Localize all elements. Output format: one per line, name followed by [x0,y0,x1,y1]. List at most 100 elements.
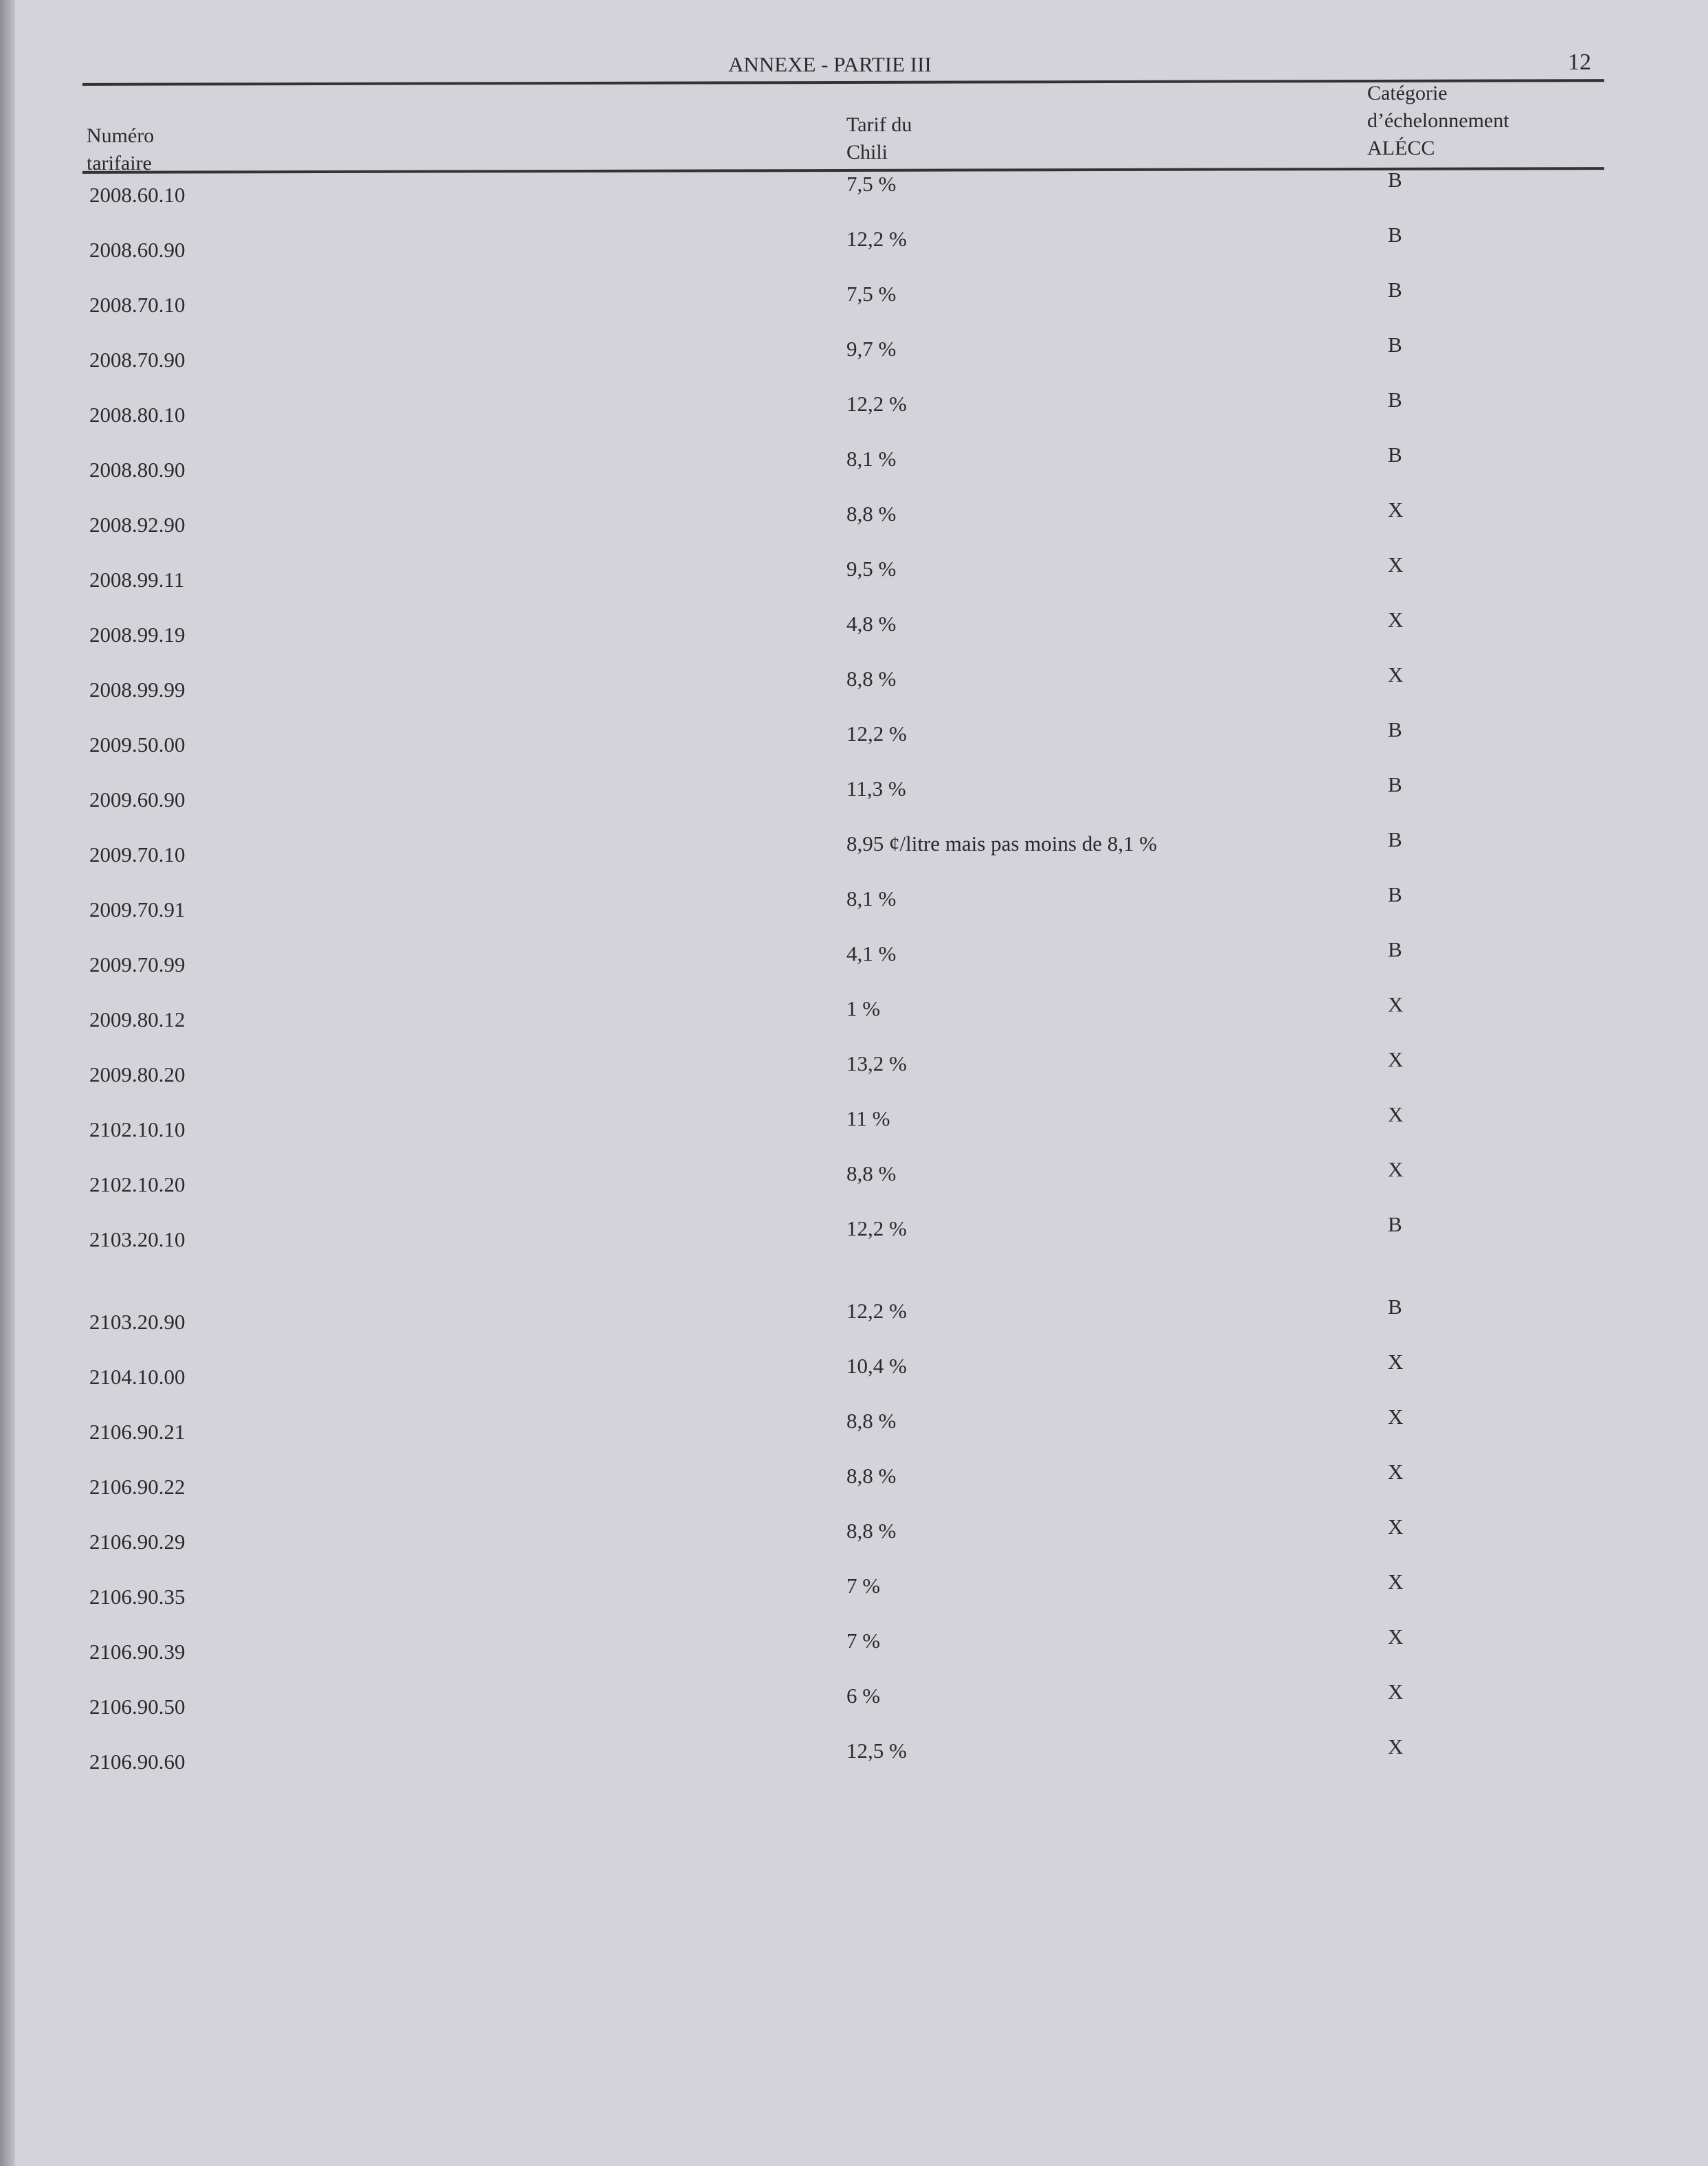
table-header-rule [82,167,1605,174]
staging-category: B [1388,168,1402,192]
table-row: 2009.70.99 4,1 % B [0,937,1708,1003]
table-row: 2009.70.10 8,95 ¢/litre mais pas moins de… [0,827,1708,893]
staging-category: B [1388,827,1402,851]
staging-category: B [1388,772,1402,796]
column-header-category: Catégorie d’échelonnement ALÉCC [1367,80,1509,162]
staging-category: B [1388,223,1402,247]
tariff-number: 2102.10.20 [89,1172,186,1196]
staging-category: X [1388,1102,1404,1126]
staging-category: X [1388,1734,1404,1759]
table-row: 2008.92.90 8,8 % X [0,498,1708,563]
tariff-number: 2008.99.19 [89,623,186,647]
staging-category: X [1388,552,1404,577]
tariff-number: 2103.20.10 [89,1227,186,1251]
chile-rate: 8,8 % [846,1161,897,1185]
tariff-number: 2106.90.50 [89,1695,186,1719]
staging-category: B [1388,443,1402,467]
tariff-number: 2008.60.90 [89,238,186,262]
staging-category: B [1388,717,1402,741]
tariff-number: 2009.50.00 [89,733,186,757]
table-row: 2103.20.90 12,2 % B [0,1295,1708,1361]
chile-rate: 1 % [846,996,881,1020]
tariff-number: 2008.60.10 [89,183,186,207]
tariff-number: 2102.10.10 [89,1117,186,1141]
chile-rate: 10,4 % [846,1354,907,1378]
table-row: 2008.99.99 8,8 % X [0,662,1708,728]
staging-category: X [1388,1350,1404,1374]
tariff-number: 2009.60.90 [89,788,186,812]
chile-rate: 13,2 % [846,1051,907,1075]
table-row: 2008.80.10 12,2 % B [0,388,1708,454]
chile-rate: 6 % [846,1684,881,1708]
table-row: 2106.90.50 6 % X [0,1679,1708,1745]
tariff-number: 2106.90.35 [89,1585,186,1609]
tariff-number: 2106.90.60 [89,1750,186,1774]
tariff-number: 2008.99.11 [89,568,185,592]
table-row: 2008.70.10 7,5 % B [0,278,1708,344]
chile-rate: 12,5 % [846,1739,907,1763]
chile-rate: 12,2 % [846,1216,907,1240]
tariff-number: 2106.90.21 [89,1420,186,1444]
table-row: 2106.90.60 12,5 % X [0,1734,1708,1800]
column-header-code: Numéro tarifaire [87,122,154,177]
chile-rate: 12,2 % [846,1299,907,1323]
table-row: 2106.90.22 8,8 % X [0,1460,1708,1526]
table-row: 2008.70.90 9,7 % B [0,333,1708,399]
table-row: 2009.80.20 13,2 % X [0,1047,1708,1113]
tariff-number: 2009.80.12 [89,1007,186,1031]
table-row: 2008.80.90 8,1 % B [0,443,1708,509]
table-row: 2009.60.90 11,3 % B [0,772,1708,838]
chile-rate: 4,8 % [846,612,897,636]
page-title: ANNEXE - PARTIE III [728,52,932,76]
header-line: Numéro [87,124,155,147]
tariff-number: 2103.20.90 [89,1310,186,1334]
staging-category: X [1388,1405,1404,1429]
tariff-number: 2009.70.10 [89,842,186,867]
table-row: 2009.80.12 1 % X [0,992,1708,1058]
tariff-number: 2008.99.99 [89,678,186,702]
table-row: 2106.90.29 8,8 % X [0,1515,1708,1581]
staging-category: B [1388,1295,1402,1319]
staging-category: X [1388,1157,1404,1181]
staging-category: B [1388,388,1402,412]
chile-rate: 11 % [846,1106,890,1130]
chile-rate: 8,1 % [846,886,897,911]
chile-rate: 7 % [846,1629,881,1653]
table-row: 2104.10.00 10,4 % X [0,1350,1708,1416]
staging-category: X [1388,1570,1404,1594]
staging-category: X [1388,1047,1404,1071]
chile-rate: 8,8 % [846,1409,897,1433]
chile-rate: 12,2 % [846,392,907,416]
chile-rate: 12,2 % [846,722,907,746]
table-row: 2008.99.19 4,8 % X [0,607,1708,673]
staging-category: X [1388,607,1404,632]
chile-rate: 8,8 % [846,1464,897,1488]
staging-category: B [1388,937,1402,961]
header-line: Tarif du [846,113,912,136]
chile-rate: 8,1 % [846,447,897,471]
tariff-number: 2008.70.90 [89,348,186,372]
chile-rate: 12,2 % [846,227,907,251]
chile-rate: 8,8 % [846,1519,897,1543]
table-row: 2102.10.10 11 % X [0,1102,1708,1168]
staging-category: B [1388,278,1402,302]
scan-edge [0,0,15,2166]
chile-rate: 8,8 % [846,502,897,526]
staging-category: X [1388,1624,1404,1649]
tariff-number: 2104.10.00 [89,1365,186,1389]
chile-rate: 11,3 % [846,777,906,801]
table-row: 2103.20.10 12,2 % B [0,1212,1708,1278]
chile-rate: 7 % [846,1574,881,1598]
table-row: 2106.90.39 7 % X [0,1624,1708,1690]
chile-rate: 8,95 ¢/litre mais pas moins de 8,1 % [846,831,1158,856]
staging-category: X [1388,1460,1404,1484]
header-line: Catégorie [1367,82,1448,104]
table-row: 2008.60.90 12,2 % B [0,223,1708,289]
tariff-number: 2106.90.39 [89,1640,186,1664]
tariff-number: 2008.92.90 [89,513,186,537]
chile-rate: 4,1 % [846,941,897,965]
chile-rate: 8,8 % [846,667,897,691]
staging-category: B [1388,1212,1402,1236]
header-line: ALÉCC [1367,137,1435,159]
tariff-number: 2106.90.29 [89,1530,186,1554]
